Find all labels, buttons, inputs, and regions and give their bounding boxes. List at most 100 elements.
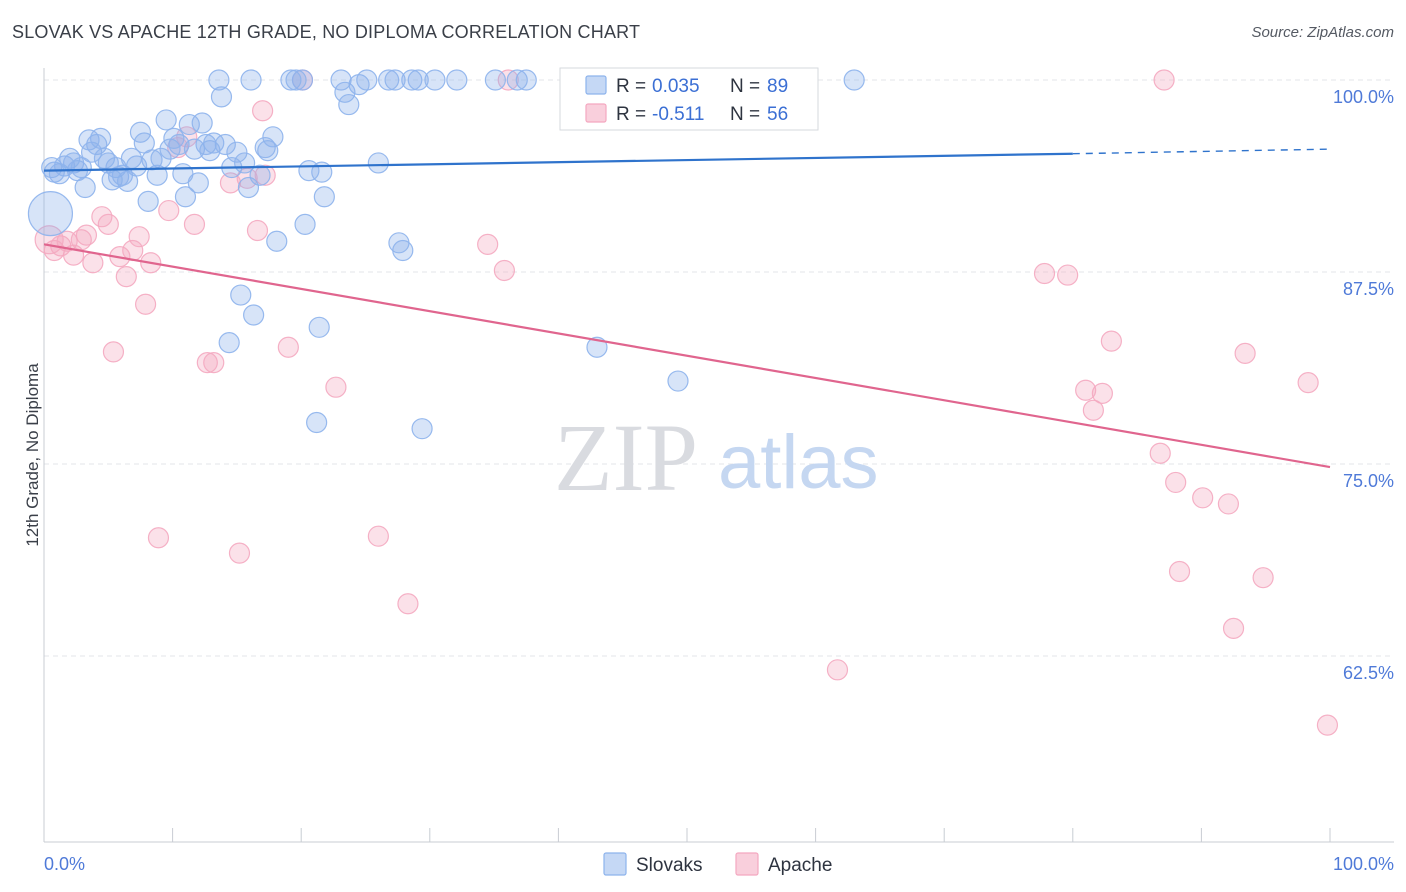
slovaks-point [392, 239, 414, 262]
apache-point [1075, 379, 1097, 401]
slovaks-point [515, 69, 537, 91]
apache-point [1234, 342, 1256, 365]
slovaks-point [214, 133, 236, 156]
y-tick-label: 100.0% [1333, 87, 1394, 107]
apache-point [1057, 264, 1079, 286]
slovaks-point [226, 141, 248, 163]
apache-point [75, 224, 98, 246]
slovaks-point [174, 186, 197, 208]
apache-point [128, 226, 150, 248]
apache-point [203, 352, 225, 374]
slovaks-point [356, 69, 378, 91]
y-tick-labels: 100.0% 87.5% 75.0% 62.5% [1333, 87, 1394, 683]
legend-r-label-apache: R = [616, 104, 646, 125]
watermark: ZIP atlas [554, 404, 879, 511]
slovaks-point [249, 164, 271, 186]
chart-title: SLOVAK VS APACHE 12TH GRADE, NO DIPLOMA … [12, 22, 641, 42]
apache-point [115, 266, 137, 288]
apache-point [277, 336, 299, 358]
slovaks-point [137, 190, 159, 212]
apache-trend-line [43, 243, 1331, 469]
slovaks-point [586, 336, 608, 358]
apache-point [1297, 371, 1319, 394]
x-tick-labels: 0.0% 100.0% [44, 854, 1394, 874]
slovaks-point [86, 133, 108, 156]
slovaks-point [218, 332, 240, 354]
slovaks-point [257, 140, 279, 162]
x-tick-max: 100.0% [1333, 854, 1394, 874]
slovaks-point [330, 69, 352, 91]
slovaks-point [155, 109, 177, 131]
apache-point [252, 100, 274, 122]
slovaks-point [203, 132, 225, 154]
chart-source: Source: ZipAtlas.com [1251, 24, 1394, 41]
slovaks-point [187, 172, 209, 194]
slovaks-point [843, 69, 865, 91]
x-tick-min: 0.0% [44, 854, 85, 874]
y-tick-label: 75.0% [1343, 471, 1394, 491]
slovaks-point [266, 230, 288, 252]
apache-point [102, 341, 125, 363]
apache-point [477, 233, 499, 255]
apache-point [1153, 69, 1175, 91]
slovaks-point [210, 86, 233, 108]
slovaks-point [243, 304, 265, 326]
apache-point [219, 172, 242, 194]
slovaks-point [294, 213, 316, 235]
slovaks-point [313, 186, 335, 208]
apache-point [1033, 262, 1056, 285]
slovaks-point [285, 69, 307, 91]
apache-point [325, 376, 347, 398]
apache-point [497, 69, 519, 91]
slovaks-trend-line [43, 152, 1073, 172]
x-ticks [43, 828, 1331, 842]
y-tick-label: 87.5% [1343, 279, 1394, 299]
slovaks-points [27, 69, 865, 440]
apache-point [1252, 567, 1274, 589]
slovaks-trend-extension [1072, 148, 1331, 155]
bottom-legend: Slovaks Apache [603, 852, 832, 876]
apache-point [82, 252, 104, 274]
slovaks-point [407, 69, 429, 91]
apache-point [254, 164, 276, 186]
legend-n-value-slovaks: 89 [767, 76, 788, 97]
apache-point [1316, 714, 1339, 736]
slovaks-point [367, 152, 389, 174]
slovaks-point [506, 69, 528, 91]
slovaks-point [424, 69, 446, 91]
slovaks-point [70, 156, 92, 179]
slovaks-point [306, 411, 328, 434]
apache-point [246, 219, 269, 242]
bottom-legend-apache: Apache [768, 855, 832, 876]
slovaks-point [230, 284, 252, 306]
slovaks-point [308, 316, 330, 338]
y-tick-label: 62.5% [1343, 663, 1394, 683]
apache-point [493, 259, 515, 282]
slovaks-point [183, 138, 206, 160]
slovaks-point [195, 133, 217, 156]
slovaks-point [384, 69, 406, 91]
apache-point [1222, 617, 1245, 639]
slovaks-point [240, 69, 262, 91]
legend-r-value-apache: -0.511 [652, 104, 704, 125]
legend-n-label-apache: N = [730, 104, 760, 125]
slovaks-point [401, 69, 423, 91]
slovaks-point [191, 112, 213, 134]
apache-point [1100, 330, 1122, 352]
slovaks-point [338, 93, 360, 116]
legend-r-label-slovaks: R = [616, 76, 646, 97]
apache-point [1168, 560, 1191, 583]
slovaks-point [484, 69, 506, 91]
apache-point [1217, 493, 1240, 515]
slovaks-point [411, 418, 433, 440]
apache-point [158, 199, 180, 222]
bottom-legend-swatch-apache [735, 852, 759, 876]
apache-point [397, 593, 419, 615]
slovaks-point [378, 69, 400, 91]
slovaks-point [146, 164, 168, 186]
apache-points [34, 69, 1339, 736]
apache-point [147, 527, 170, 549]
legend-swatch-slovaks [585, 75, 607, 95]
legend-r-value-slovaks: 0.035 [652, 76, 700, 97]
slovaks-point [667, 370, 689, 392]
